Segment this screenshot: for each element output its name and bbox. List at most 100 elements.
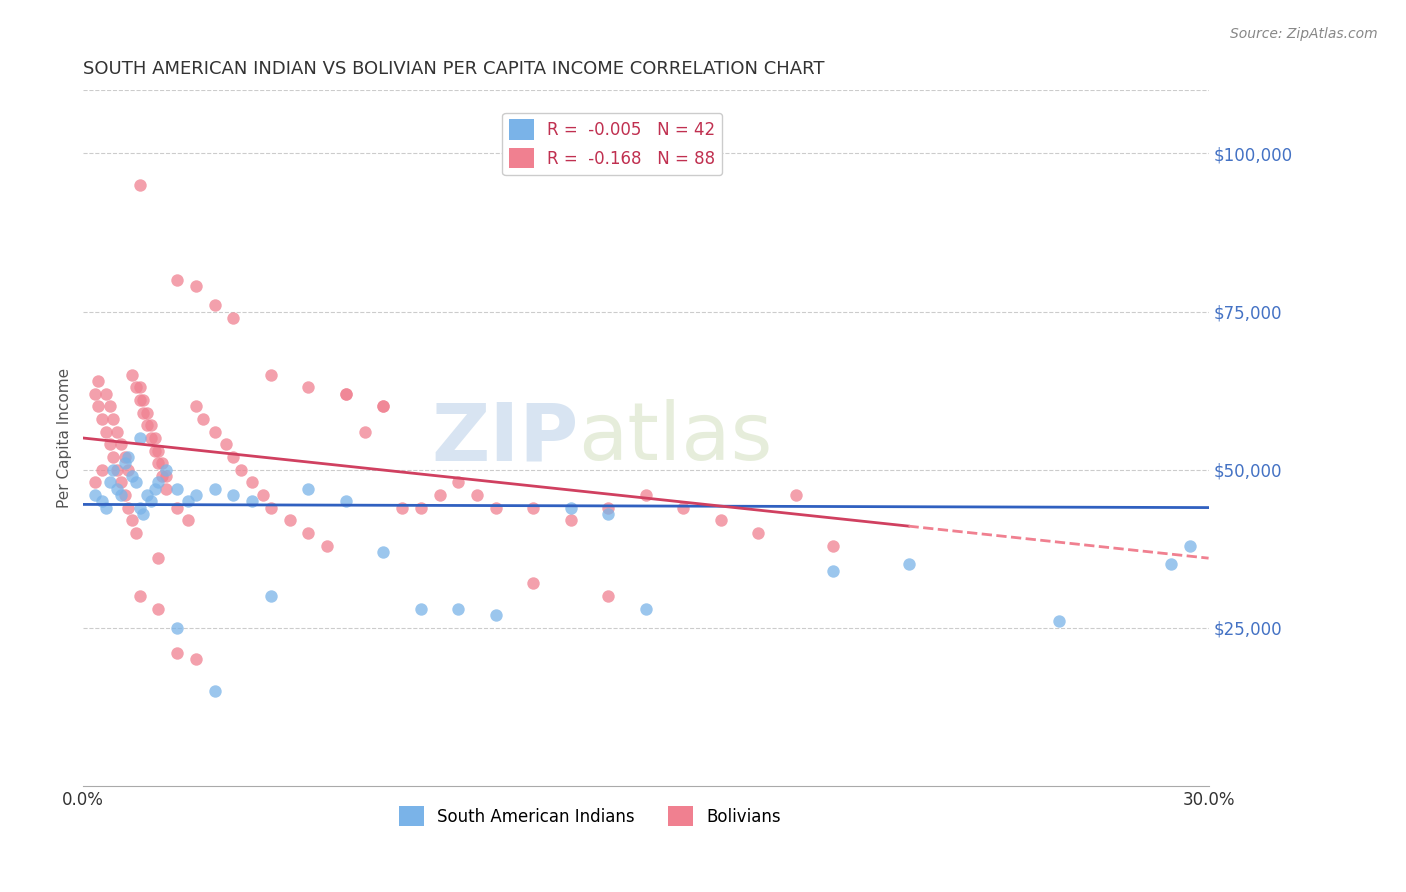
Point [132, 507, 155, 521]
Point [150, 456, 173, 470]
Point [91, 412, 114, 426]
Point [128, 393, 150, 408]
Point [222, 488, 245, 502]
Text: ZIP: ZIP [432, 399, 578, 477]
Point [297, 380, 319, 394]
Point [114, 450, 136, 464]
Point [136, 418, 159, 433]
Point [260, 368, 283, 382]
Point [260, 589, 283, 603]
Point [117, 463, 139, 477]
Point [485, 500, 508, 515]
Point [634, 488, 657, 502]
Point [128, 500, 150, 515]
Point [139, 431, 162, 445]
Point [125, 380, 148, 394]
Point [125, 475, 148, 490]
Point [121, 368, 143, 382]
Point [522, 500, 544, 515]
Point [91, 463, 114, 477]
Point [465, 488, 488, 502]
Point [409, 601, 432, 615]
Point [87, 374, 110, 388]
Point [297, 482, 319, 496]
Point [184, 279, 207, 293]
Point [110, 475, 132, 490]
Point [598, 507, 620, 521]
Point [139, 494, 162, 508]
Point [110, 437, 132, 451]
Point [485, 608, 508, 623]
Point [155, 469, 177, 483]
Point [204, 425, 226, 439]
Point [83, 386, 105, 401]
Point [222, 310, 245, 325]
Point [166, 646, 188, 660]
Point [166, 500, 188, 515]
Point [150, 469, 173, 483]
Point [823, 539, 845, 553]
Point [429, 488, 451, 502]
Point [335, 494, 357, 508]
Point [83, 475, 105, 490]
Point [447, 475, 470, 490]
Point [121, 513, 143, 527]
Point [105, 463, 128, 477]
Point [560, 513, 582, 527]
Point [143, 482, 166, 496]
Text: atlas: atlas [578, 399, 773, 477]
Point [229, 463, 252, 477]
Point [155, 463, 177, 477]
Point [148, 475, 170, 490]
Point [353, 425, 375, 439]
Point [128, 431, 150, 445]
Point [598, 589, 620, 603]
Point [240, 494, 263, 508]
Point [823, 564, 845, 578]
Point [373, 545, 395, 559]
Point [132, 393, 155, 408]
Point [121, 469, 143, 483]
Point [128, 178, 150, 193]
Point [128, 380, 150, 394]
Point [114, 456, 136, 470]
Point [128, 589, 150, 603]
Point [215, 437, 238, 451]
Point [136, 406, 159, 420]
Point [785, 488, 807, 502]
Point [114, 488, 136, 502]
Point [598, 500, 620, 515]
Point [117, 500, 139, 515]
Point [155, 482, 177, 496]
Point [139, 418, 162, 433]
Point [373, 400, 395, 414]
Point [110, 488, 132, 502]
Point [94, 386, 117, 401]
Point [1047, 615, 1070, 629]
Point [204, 482, 226, 496]
Legend: South American Indians, Bolivians: South American Indians, Bolivians [392, 799, 787, 833]
Text: SOUTH AMERICAN INDIAN VS BOLIVIAN PER CAPITA INCOME CORRELATION CHART: SOUTH AMERICAN INDIAN VS BOLIVIAN PER CA… [83, 60, 825, 78]
Point [335, 386, 357, 401]
Point [747, 525, 769, 540]
Point [316, 539, 339, 553]
Point [98, 475, 121, 490]
Point [447, 601, 470, 615]
Point [204, 298, 226, 312]
Point [143, 443, 166, 458]
Point [148, 443, 170, 458]
Point [297, 525, 319, 540]
Point [91, 494, 114, 508]
Point [204, 684, 226, 698]
Point [177, 494, 200, 508]
Point [148, 601, 170, 615]
Point [94, 500, 117, 515]
Point [136, 488, 159, 502]
Point [83, 488, 105, 502]
Point [672, 500, 695, 515]
Point [193, 412, 215, 426]
Point [132, 406, 155, 420]
Point [634, 601, 657, 615]
Point [143, 431, 166, 445]
Point [94, 425, 117, 439]
